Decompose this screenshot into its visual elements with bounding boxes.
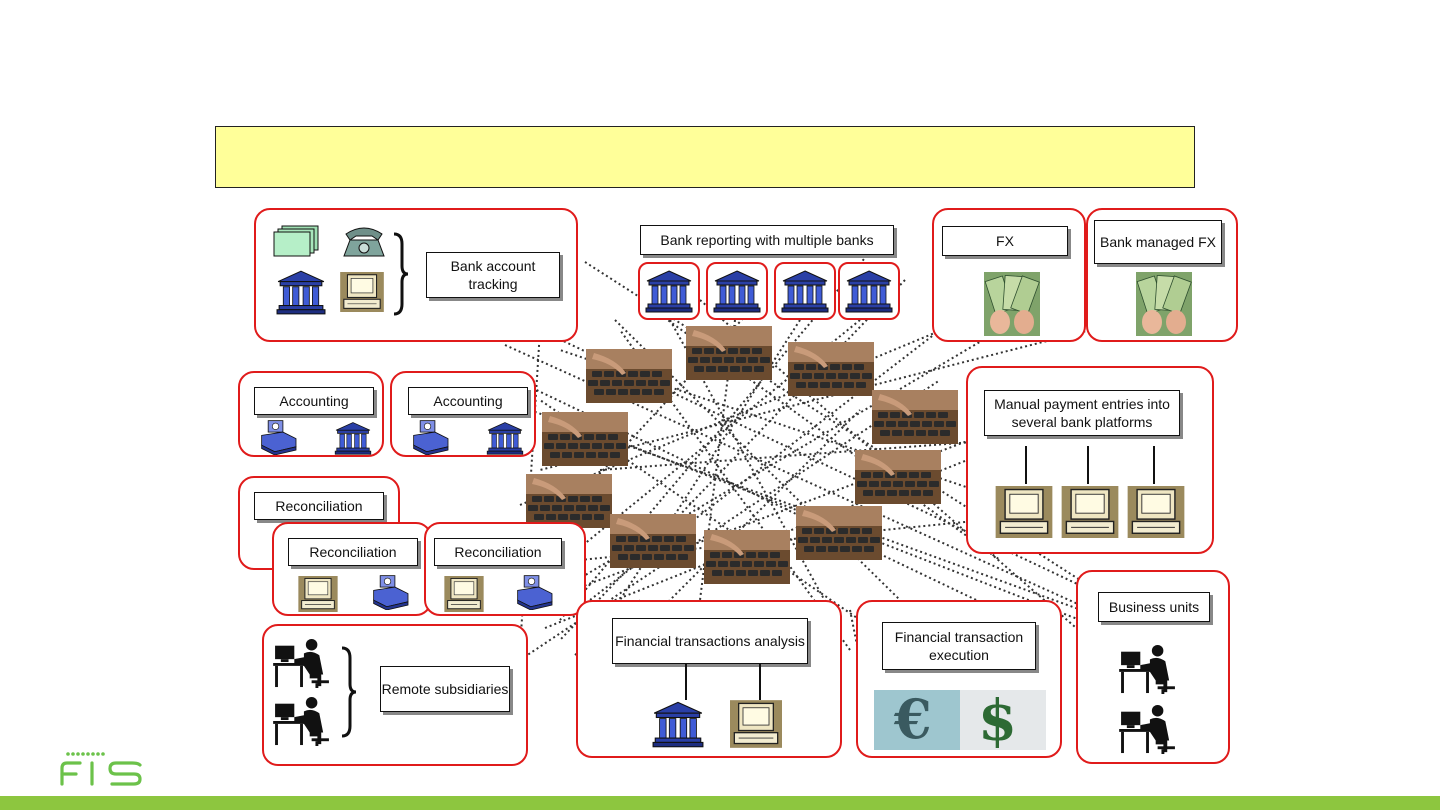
person-at-desk-icon: [1119, 704, 1175, 754]
bank-icon: [645, 270, 693, 313]
business-units-label: Business units: [1098, 592, 1210, 622]
bank-icon: [781, 270, 829, 313]
fax-machine-icon: [261, 420, 297, 455]
bank-box-4: [838, 262, 900, 320]
person-at-desk-icon: [1119, 644, 1175, 694]
computer-icon: [298, 576, 338, 612]
manual-payment-group: Manual payment entries into several bank…: [966, 366, 1214, 554]
person-at-desk-icon: [273, 638, 329, 688]
computer-icon: [1060, 486, 1120, 538]
financial-transaction-execution-group: Financial transaction execution € $: [856, 600, 1062, 758]
remote-subsidiaries-label: Remote subsidiaries: [380, 666, 510, 712]
bank-box-2: [706, 262, 768, 320]
bank-box-3: [774, 262, 836, 320]
connector-lines-to-computers: [1025, 446, 1155, 484]
computer-icon: [340, 272, 384, 312]
accounting-label-1: Accounting: [254, 387, 374, 415]
money-icon: [1136, 272, 1192, 336]
bank-icon: [845, 270, 893, 313]
bank-box-1: [638, 262, 700, 320]
bank-icon: [334, 422, 372, 455]
fax-machine-icon: [517, 575, 553, 610]
accounting-group-1: Accounting: [238, 371, 384, 457]
bank-account-tracking-group: Bank account tracking: [254, 208, 578, 342]
telephone-icon: [343, 227, 385, 257]
svg-text:€: €: [893, 690, 932, 750]
fis-logo: [58, 750, 148, 795]
bank-managed-fx-group: Bank managed FX: [1086, 208, 1238, 342]
reconciliation-label-3: Reconciliation: [434, 538, 562, 566]
title-bar: [215, 126, 1195, 188]
documents-icon: [273, 225, 319, 257]
computer-icon: [730, 700, 782, 748]
computer-icon: [444, 576, 484, 612]
bank-managed-fx-label: Bank managed FX: [1094, 220, 1222, 264]
svg-text:$: $: [978, 690, 1017, 750]
financial-transaction-execution-label: Financial transaction execution: [882, 622, 1036, 670]
bank-icon: [713, 270, 761, 313]
manual-payment-label: Manual payment entries into several bank…: [984, 390, 1180, 436]
keyboard-photo-cluster: [526, 326, 958, 584]
remote-subsidiaries-group: Remote subsidiaries: [262, 624, 528, 766]
bank-icon: [652, 701, 704, 748]
reconciliation-group-2: Reconciliation: [272, 522, 432, 616]
fax-machine-icon: [413, 420, 449, 455]
fax-machine-icon: [373, 575, 409, 610]
brace-icon: [341, 646, 357, 738]
accounting-group-2: Accounting: [390, 371, 536, 457]
brace-icon: [393, 232, 409, 316]
financial-transactions-analysis-label: Financial transactions analysis: [612, 618, 808, 664]
accounting-label-2: Accounting: [408, 387, 528, 415]
financial-transactions-analysis-group: Financial transactions analysis: [576, 600, 842, 758]
bank-icon: [486, 422, 524, 455]
footer-bar: [0, 796, 1440, 810]
person-at-desk-icon: [273, 696, 329, 746]
fx-label: FX: [942, 226, 1068, 256]
reconciliation-label-2: Reconciliation: [288, 538, 418, 566]
computer-icon: [1126, 486, 1186, 538]
connector-lines-to-icons: [685, 664, 761, 700]
bank-reporting-label: Bank reporting with multiple banks: [640, 225, 894, 255]
reconciliation-label-1: Reconciliation: [254, 492, 384, 520]
reconciliation-group-3: Reconciliation: [424, 522, 586, 616]
bank-account-tracking-label: Bank account tracking: [426, 252, 560, 298]
business-units-group: Business units: [1076, 570, 1230, 764]
computer-icon: [994, 486, 1054, 538]
fx-group: FX: [932, 208, 1086, 342]
bank-icon: [276, 270, 326, 315]
money-icon: [984, 272, 1040, 336]
currency-symbols-photo: € $: [874, 690, 1046, 750]
